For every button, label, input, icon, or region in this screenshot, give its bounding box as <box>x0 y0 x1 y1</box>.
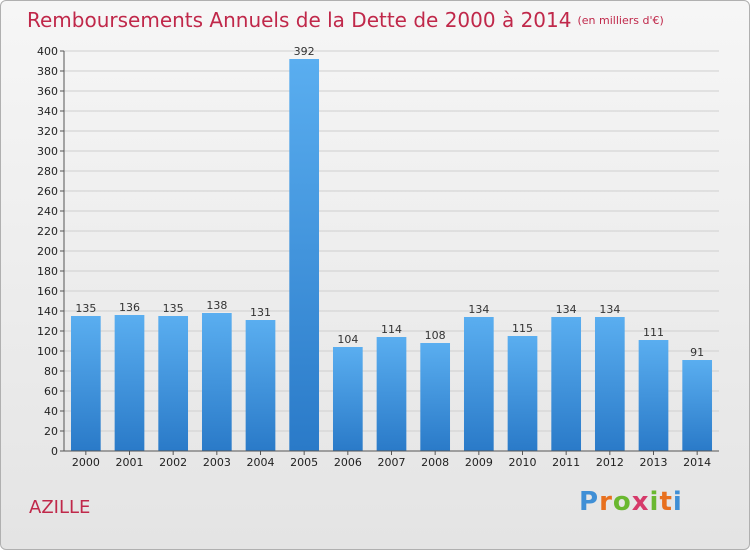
data-label: 135 <box>75 302 96 315</box>
y-tick-label: 200 <box>37 245 58 258</box>
y-tick-label: 100 <box>37 345 58 358</box>
x-tick-label: 2002 <box>159 456 187 469</box>
x-tick-label: 2000 <box>72 456 100 469</box>
y-tick-label: 340 <box>37 105 58 118</box>
chart-title-text: Remboursements Annuels de la Dette de 20… <box>27 8 572 32</box>
x-tick-label: 2001 <box>116 456 144 469</box>
y-tick-label: 260 <box>37 185 58 198</box>
data-label: 134 <box>556 303 577 316</box>
y-tick-label: 280 <box>37 165 58 178</box>
x-axis: 2000 2001 2002 2003 2004 2005 2006 2007 2008 2009… <box>64 450 719 469</box>
y-tick-label: 120 <box>37 325 58 338</box>
data-label: 104 <box>337 333 358 346</box>
location-label: AZILLE <box>29 497 91 518</box>
bar <box>201 313 232 451</box>
x-tick-label: 2008 <box>421 456 449 469</box>
data-label: 138 <box>206 299 227 312</box>
bar-chart: 0 20 40 60 80 100 120 140 160 180 200 220 240 260 280 3… <box>37 45 719 469</box>
y-tick-label: 240 <box>37 205 58 218</box>
bar <box>463 317 494 451</box>
y-tick-label: 300 <box>37 145 58 158</box>
y-tick-label: 0 <box>51 445 58 458</box>
chart-title: Remboursements Annuels de la Dette de 20… <box>27 8 664 32</box>
data-label: 108 <box>425 329 446 342</box>
bar <box>507 336 538 451</box>
bar <box>245 320 276 451</box>
data-label: 392 <box>294 45 315 58</box>
data-label: 111 <box>643 326 664 339</box>
proxiti-logo: Proxiti <box>579 487 683 517</box>
bar <box>289 59 320 451</box>
y-tick-label: 400 <box>37 45 58 58</box>
y-tick-label: 180 <box>37 265 58 278</box>
chart-unit: (en milliers d'€) <box>577 14 664 27</box>
x-tick-label: 2006 <box>334 456 362 469</box>
x-tick-label: 2012 <box>596 456 624 469</box>
bar <box>158 316 189 451</box>
bars: 135 136 135 138 131 392 104 114 108 134 115 134 134 1… <box>70 45 713 451</box>
y-tick-label: 320 <box>37 125 58 138</box>
y-tick-label: 140 <box>37 305 58 318</box>
data-label: 131 <box>250 306 271 319</box>
bar <box>420 343 451 451</box>
bar <box>551 317 582 451</box>
x-tick-label: 2007 <box>378 456 406 469</box>
x-tick-label: 2004 <box>247 456 275 469</box>
bar <box>638 340 669 451</box>
x-tick-label: 2003 <box>203 456 231 469</box>
y-tick-label: 380 <box>37 65 58 78</box>
bar <box>70 316 101 451</box>
x-tick-label: 2010 <box>509 456 537 469</box>
data-label: 134 <box>468 303 489 316</box>
bar <box>376 337 407 451</box>
y-tick-label: 60 <box>44 385 58 398</box>
data-label: 134 <box>599 303 620 316</box>
x-tick-label: 2014 <box>683 456 711 469</box>
bar <box>594 317 625 451</box>
x-tick-label: 2009 <box>465 456 493 469</box>
data-label: 115 <box>512 322 533 335</box>
bar <box>682 360 713 451</box>
data-label: 135 <box>163 302 184 315</box>
y-tick-label: 20 <box>44 425 58 438</box>
bar <box>114 315 145 451</box>
y-tick-label: 40 <box>44 405 58 418</box>
data-label: 114 <box>381 323 402 336</box>
y-axis: 0 20 40 60 80 100 120 140 160 180 200 220 240 260 280 3… <box>37 45 65 458</box>
bar <box>332 347 363 451</box>
y-tick-label: 160 <box>37 285 58 298</box>
y-tick-label: 80 <box>44 365 58 378</box>
x-tick-label: 2013 <box>640 456 668 469</box>
y-tick-label: 360 <box>37 85 58 98</box>
data-label: 136 <box>119 301 140 314</box>
data-label: 91 <box>690 346 704 359</box>
x-tick-label: 2005 <box>290 456 318 469</box>
y-tick-label: 220 <box>37 225 58 238</box>
x-tick-label: 2011 <box>552 456 580 469</box>
